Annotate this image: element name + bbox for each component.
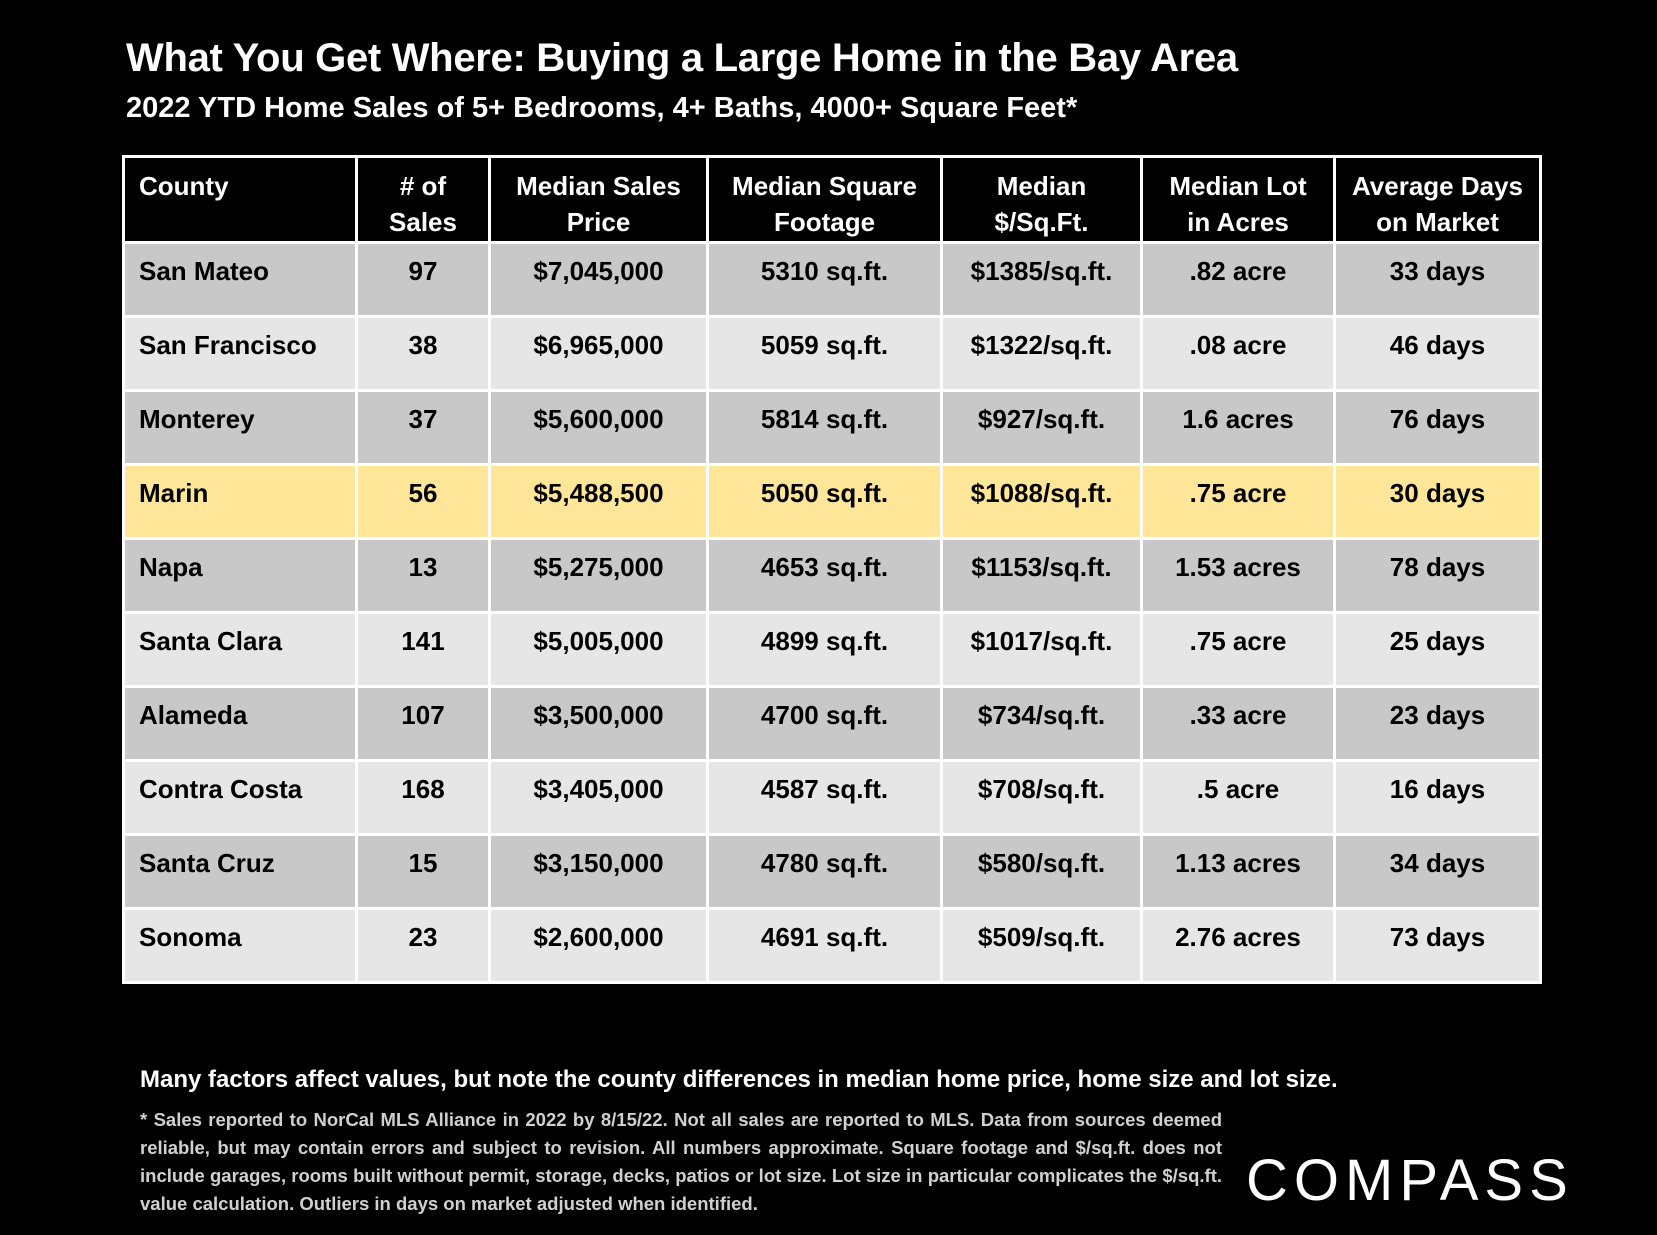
- cell-days: 46 days: [1333, 315, 1542, 392]
- cell-days: 78 days: [1333, 537, 1542, 614]
- cell-price-per-sqft: $1153/sq.ft.: [940, 537, 1143, 614]
- column-header-price-per-sqft: Median $/Sq.Ft.: [940, 155, 1143, 244]
- column-header-lot: Median Lot in Acres: [1140, 155, 1336, 244]
- table-row: Sonoma 23 $2,600,000 4691 sq.ft. $509/sq.ft.…: [122, 907, 1542, 984]
- cell-price-per-sqft: $708/sq.ft.: [940, 759, 1143, 836]
- cell-price: $5,488,500: [488, 463, 709, 540]
- column-header-days: Average Days on Market: [1333, 155, 1542, 244]
- cell-footage: 5814 sq.ft.: [706, 389, 943, 466]
- table-row: Monterey 37 $5,600,000 5814 sq.ft. $927/sq.f…: [122, 389, 1542, 466]
- cell-lot: .08 acre: [1140, 315, 1336, 392]
- cell-county: Contra Costa: [122, 759, 358, 836]
- cell-days: 33 days: [1333, 241, 1542, 318]
- cell-sales: 107: [355, 685, 491, 762]
- cell-price: $2,600,000: [488, 907, 709, 984]
- column-header-price: Median Sales Price: [488, 155, 709, 244]
- cell-price: $3,405,000: [488, 759, 709, 836]
- column-header-sales: # of Sales: [355, 155, 491, 244]
- cell-price: $5,005,000: [488, 611, 709, 688]
- cell-price: $3,150,000: [488, 833, 709, 910]
- table-header-row: County # of Sales Median Sales Price Media…: [122, 155, 1542, 244]
- cell-footage: 4691 sq.ft.: [706, 907, 943, 984]
- cell-price: $5,275,000: [488, 537, 709, 614]
- summary-note: Many factors affect values, but note the…: [140, 1066, 1338, 1093]
- cell-days: 76 days: [1333, 389, 1542, 466]
- cell-sales: 97: [355, 241, 491, 318]
- logo-text: COMPASS: [1246, 1148, 1574, 1212]
- cell-price-per-sqft: $1385/sq.ft.: [940, 241, 1143, 318]
- cell-footage: 4899 sq.ft.: [706, 611, 943, 688]
- cell-footage: 5310 sq.ft.: [706, 241, 943, 318]
- cell-price: $6,965,000: [488, 315, 709, 392]
- cell-price: $3,500,000: [488, 685, 709, 762]
- cell-days: 73 days: [1333, 907, 1542, 984]
- cell-county: Marin: [122, 463, 358, 540]
- cell-price-per-sqft: $927/sq.ft.: [940, 389, 1143, 466]
- cell-price-per-sqft: $734/sq.ft.: [940, 685, 1143, 762]
- cell-footage: 5050 sq.ft.: [706, 463, 943, 540]
- table-row: San Francisco 38 $6,965,000 5059 sq.ft. $132…: [122, 315, 1542, 392]
- cell-lot: 1.6 acres: [1140, 389, 1336, 466]
- cell-lot: .75 acre: [1140, 463, 1336, 540]
- cell-price: $7,045,000: [488, 241, 709, 318]
- cell-lot: 1.13 acres: [1140, 833, 1336, 910]
- table-row-highlighted: Marin 56 $5,488,500 5050 sq.ft. $1088/sq.ft.…: [122, 463, 1542, 540]
- cell-sales: 23: [355, 907, 491, 984]
- footnote: * Sales reported to NorCal MLS Alliance …: [140, 1109, 1222, 1214]
- cell-footage: 5059 sq.ft.: [706, 315, 943, 392]
- cell-days: 30 days: [1333, 463, 1542, 540]
- page-subtitle: 2022 YTD Home Sales of 5+ Bedrooms, 4+ B…: [126, 92, 1078, 124]
- cell-price: $5,600,000: [488, 389, 709, 466]
- cell-days: 16 days: [1333, 759, 1542, 836]
- compass-logo: COMPASS: [1246, 1148, 1574, 1212]
- table-row: Napa 13 $5,275,000 4653 sq.ft. $1153/sq.ft. 1…: [122, 537, 1542, 614]
- cell-sales: 141: [355, 611, 491, 688]
- cell-county: Napa: [122, 537, 358, 614]
- cell-footage: 4587 sq.ft.: [706, 759, 943, 836]
- cell-sales: 56: [355, 463, 491, 540]
- cell-sales: 168: [355, 759, 491, 836]
- cell-county: Alameda: [122, 685, 358, 762]
- column-header-county: County: [122, 155, 358, 244]
- table-row: Santa Cruz 15 $3,150,000 4780 sq.ft. $580/sq…: [122, 833, 1542, 910]
- cell-county: Santa Clara: [122, 611, 358, 688]
- cell-sales: 38: [355, 315, 491, 392]
- cell-sales: 13: [355, 537, 491, 614]
- table-row: Contra Costa 168 $3,405,000 4587 sq.ft. $708…: [122, 759, 1542, 836]
- cell-price-per-sqft: $1322/sq.ft.: [940, 315, 1143, 392]
- cell-footage: 4700 sq.ft.: [706, 685, 943, 762]
- sales-table: County # of Sales Median Sales Price Media…: [122, 155, 1542, 984]
- cell-county: Sonoma: [122, 907, 358, 984]
- cell-price-per-sqft: $509/sq.ft.: [940, 907, 1143, 984]
- cell-days: 25 days: [1333, 611, 1542, 688]
- cell-lot: .75 acre: [1140, 611, 1336, 688]
- table-row: San Mateo 97 $7,045,000 5310 sq.ft. $1385/sq…: [122, 241, 1542, 318]
- cell-county: Santa Cruz: [122, 833, 358, 910]
- table-row: Alameda 107 $3,500,000 4700 sq.ft. $734/sq.f…: [122, 685, 1542, 762]
- page-title: What You Get Where: Buying a Large Home …: [126, 36, 1238, 80]
- cell-days: 34 days: [1333, 833, 1542, 910]
- cell-lot: 2.76 acres: [1140, 907, 1336, 984]
- cell-price-per-sqft: $580/sq.ft.: [940, 833, 1143, 910]
- cell-lot: 1.53 acres: [1140, 537, 1336, 614]
- cell-county: San Mateo: [122, 241, 358, 318]
- cell-county: San Francisco: [122, 315, 358, 392]
- cell-lot: .5 acre: [1140, 759, 1336, 836]
- cell-sales: 37: [355, 389, 491, 466]
- table-row: Santa Clara 141 $5,005,000 4899 sq.ft. $1017…: [122, 611, 1542, 688]
- column-header-footage: Median Square Footage: [706, 155, 943, 244]
- cell-price-per-sqft: $1088/sq.ft.: [940, 463, 1143, 540]
- cell-lot: .82 acre: [1140, 241, 1336, 318]
- cell-sales: 15: [355, 833, 491, 910]
- cell-footage: 4780 sq.ft.: [706, 833, 943, 910]
- cell-days: 23 days: [1333, 685, 1542, 762]
- cell-price-per-sqft: $1017/sq.ft.: [940, 611, 1143, 688]
- cell-lot: .33 acre: [1140, 685, 1336, 762]
- cell-footage: 4653 sq.ft.: [706, 537, 943, 614]
- cell-county: Monterey: [122, 389, 358, 466]
